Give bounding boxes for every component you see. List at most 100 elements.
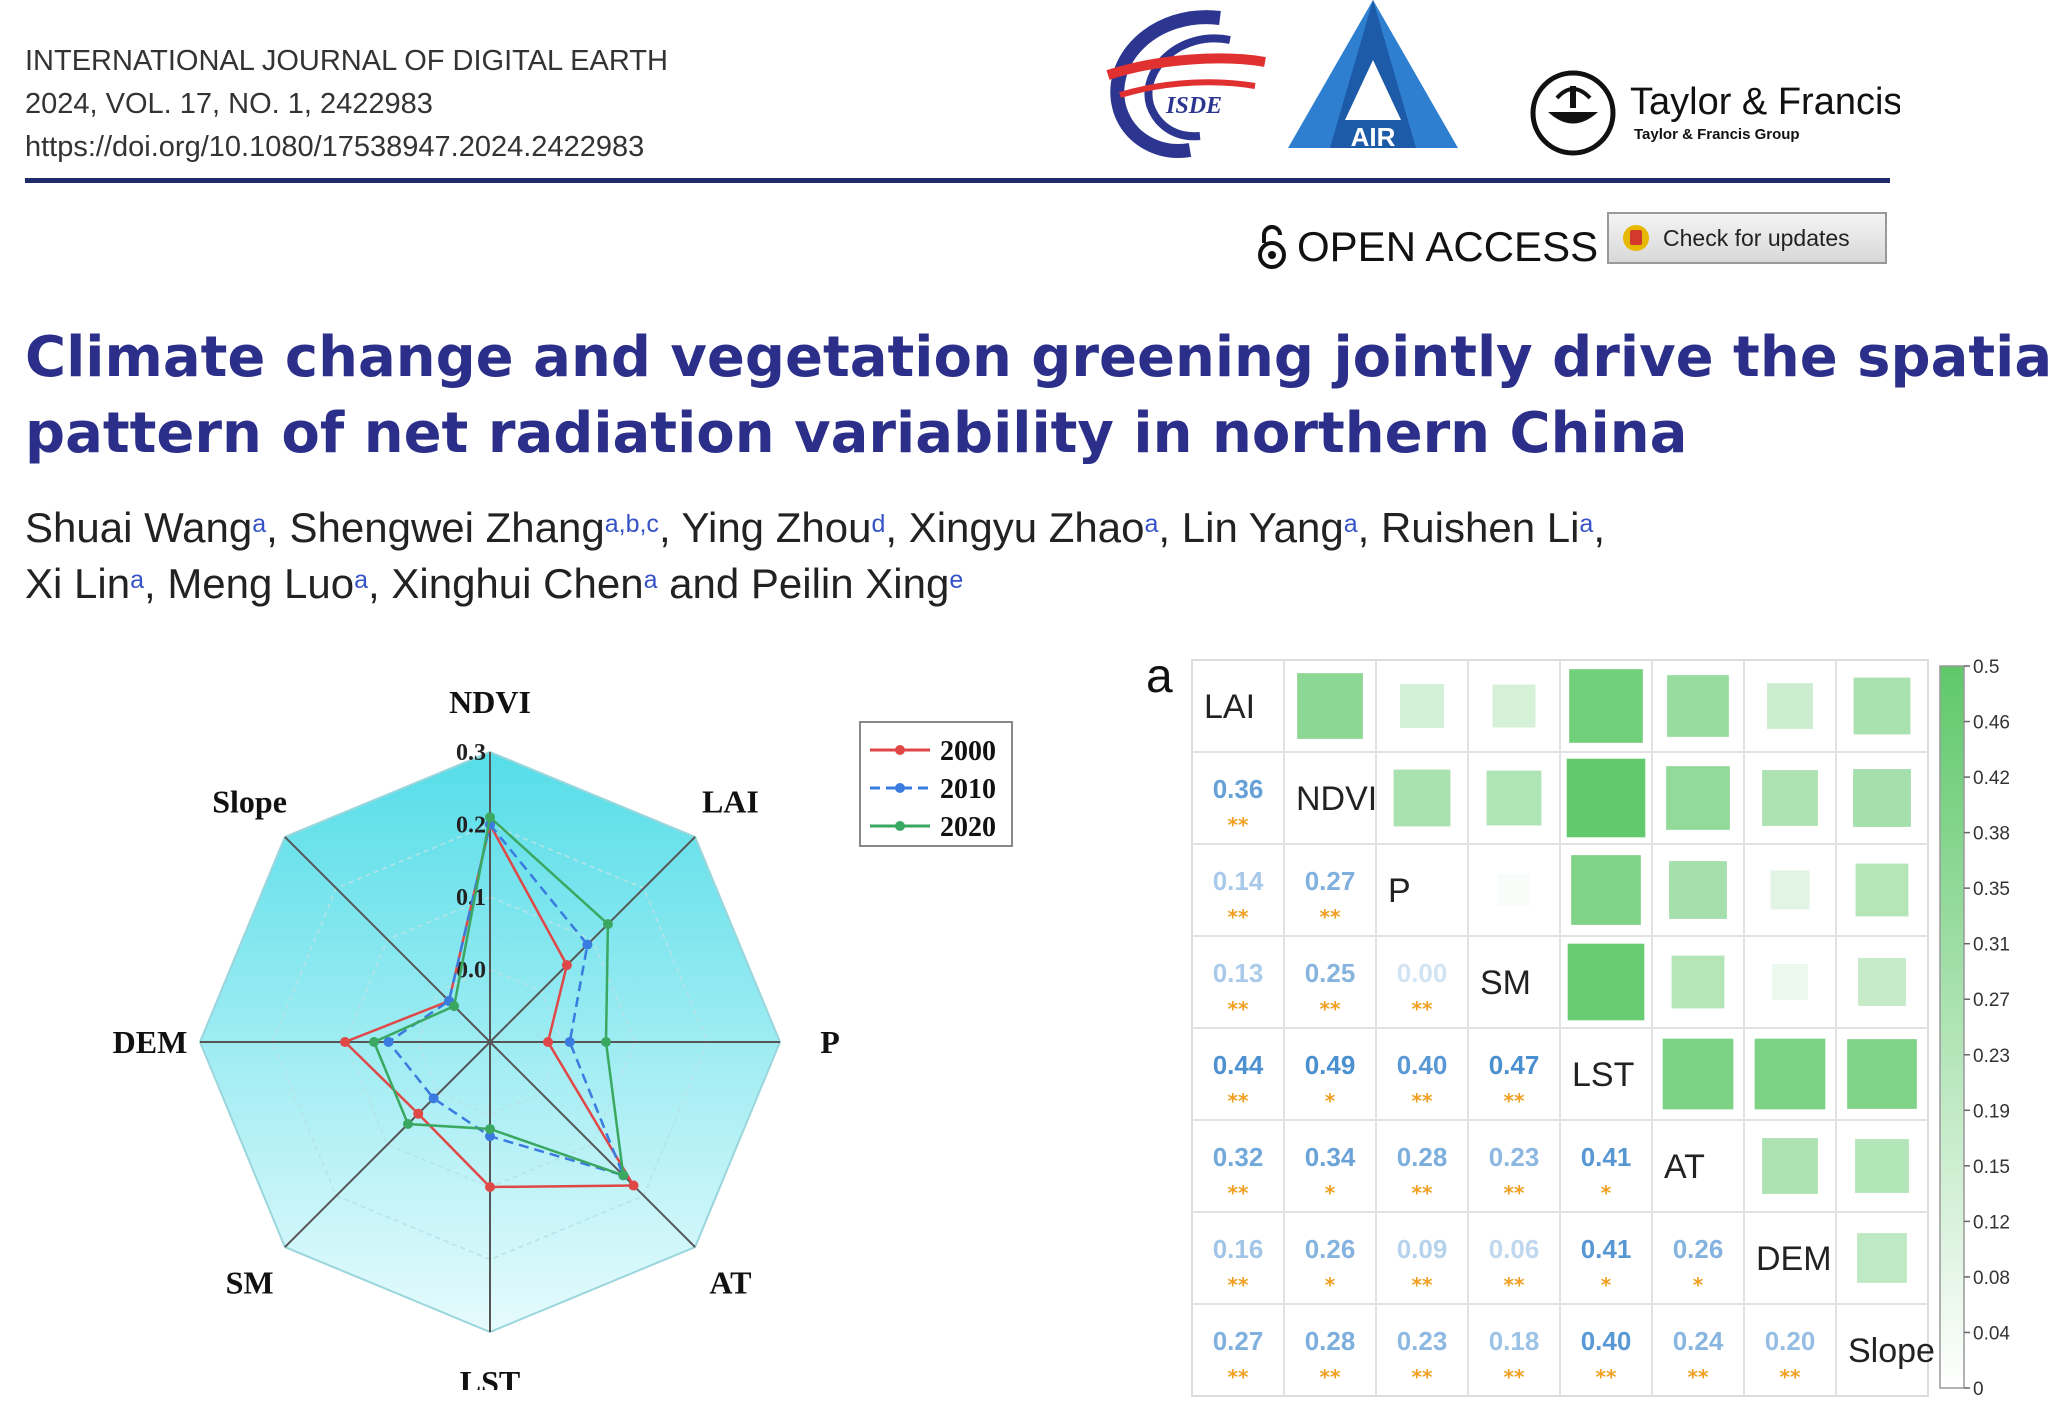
author-separator: and	[657, 560, 751, 607]
radar-point	[618, 1170, 629, 1181]
affiliation-marker[interactable]: d	[871, 510, 886, 538]
significance-marker: **	[1320, 905, 1341, 929]
correlation-square	[1858, 958, 1906, 1006]
author-name[interactable]: Xi Lin	[25, 560, 131, 607]
title-line: pattern of net radiation variability in …	[25, 401, 1688, 466]
affiliation-marker[interactable]: a	[130, 566, 144, 594]
correlation-square	[1754, 1038, 1826, 1110]
correlation-value: 0.14	[1213, 866, 1264, 896]
significance-marker: **	[1228, 1181, 1249, 1205]
author-name[interactable]: Peilin Xing	[750, 560, 950, 607]
correlation-value: 0.44	[1213, 1050, 1264, 1080]
affiliation-marker[interactable]: a	[354, 566, 369, 594]
open-access-label: OPEN ACCESS	[1297, 223, 1599, 270]
open-lock-icon	[1258, 225, 1286, 269]
radar-point	[340, 1037, 350, 1047]
check-updates-button[interactable]: Check for updates	[1607, 212, 1887, 264]
significance-marker: **	[1228, 997, 1249, 1021]
correlation-value: 0.41	[1581, 1142, 1632, 1172]
matrix-variable-label: LAI	[1204, 688, 1255, 726]
significance-marker: *	[1325, 1089, 1336, 1113]
significance-marker: **	[1228, 1089, 1249, 1113]
radar-point	[561, 960, 572, 971]
radar-spoke	[489, 1041, 696, 1248]
check-updates-label: Check for updates	[1663, 224, 1850, 251]
correlation-value: 0.27	[1213, 1326, 1264, 1356]
correlation-square	[1393, 769, 1451, 827]
correlation-square	[1847, 1039, 1917, 1109]
taylor-francis-logo[interactable]: Taylor & Francis Taylor & Francis Group	[1530, 70, 1900, 156]
affiliation-marker[interactable]: a	[643, 566, 658, 594]
affiliation-marker[interactable]: a	[1343, 510, 1358, 538]
publisher-logos: ISDE AIR Taylor & Francis Taylor & Franc…	[1106, 0, 1900, 158]
affiliation-marker[interactable]: a	[1579, 510, 1594, 538]
radar-point	[383, 1037, 394, 1047]
publisher-sub: Taylor & Francis Group	[1634, 126, 1800, 143]
panel-label: a	[1146, 650, 1173, 703]
affiliation-marker[interactable]: a	[1144, 510, 1159, 538]
isde-logo[interactable]: ISDE	[1106, 10, 1266, 158]
significance-marker: **	[1412, 997, 1433, 1021]
significance-marker: **	[1228, 813, 1249, 837]
radar-point	[582, 939, 593, 950]
author-name[interactable]: Ruishen Li	[1380, 504, 1580, 551]
correlation-square	[1772, 964, 1808, 1000]
author-name[interactable]: Shuai Wang	[25, 504, 253, 551]
radar-axis-label: AT	[709, 1264, 751, 1300]
correlation-value: 0.00	[1397, 958, 1448, 988]
correlation-square	[1662, 1038, 1734, 1110]
radar-spoke	[284, 1041, 491, 1248]
correlation-value: 0.16	[1213, 1234, 1264, 1264]
radar-grid-ring	[271, 823, 709, 1261]
correlation-value: 0.28	[1305, 1326, 1356, 1356]
colorbar-tick-label: 0.38	[1973, 824, 2010, 845]
author-name[interactable]: Ying Zhou	[681, 504, 872, 551]
colorbar-tick-label: 0	[1973, 1379, 1984, 1400]
correlation-square	[1669, 861, 1727, 919]
correlation-value: 0.34	[1305, 1142, 1356, 1172]
author-separator: ,	[266, 504, 290, 551]
correlation-square	[1855, 863, 1909, 917]
correlation-square	[1767, 683, 1813, 729]
doi-link[interactable]: https://doi.org/10.1080/17538947.2024.24…	[25, 131, 645, 163]
correlation-square	[1762, 770, 1818, 826]
air-logo[interactable]: AIR	[1288, 0, 1458, 152]
radar-point	[413, 1108, 424, 1119]
author-name[interactable]: Meng Luo	[167, 560, 355, 607]
author-name[interactable]: Lin Yang	[1181, 504, 1344, 551]
matrix-variable-label: P	[1388, 872, 1411, 910]
correlation-value: 0.28	[1397, 1142, 1448, 1172]
significance-marker: *	[1693, 1273, 1704, 1297]
legend-marker	[895, 821, 905, 831]
correlation-square	[1566, 758, 1646, 838]
author-separator: ,	[658, 504, 682, 551]
affiliation-marker[interactable]: e	[949, 566, 964, 594]
correlation-square	[1567, 943, 1645, 1021]
radar-axis-label: LAI	[702, 784, 759, 820]
journal-name: INTERNATIONAL JOURNAL OF DIGITAL EARTH	[25, 45, 668, 77]
legend-marker	[895, 745, 905, 755]
significance-marker: **	[1228, 1365, 1249, 1389]
journal-info: INTERNATIONAL JOURNAL OF DIGITAL EARTH 2…	[25, 40, 668, 169]
publisher-name: Taylor & Francis	[1630, 81, 1900, 123]
significance-marker: *	[1325, 1273, 1336, 1297]
affiliation-marker[interactable]: a,b,c	[604, 510, 659, 538]
correlation-square	[1853, 677, 1911, 735]
significance-marker: **	[1412, 1181, 1433, 1205]
author-name[interactable]: Xinghui Chen	[391, 560, 644, 607]
radar-point	[485, 1182, 495, 1192]
author-name[interactable]: Xingyu Zhao	[908, 504, 1145, 551]
radar-point	[564, 1037, 575, 1047]
radar-axis-label: LST	[460, 1364, 520, 1390]
colorbar-tick-label: 0.42	[1973, 768, 2010, 789]
volume-line: 2024, VOL. 17, NO. 1, 2422983	[25, 88, 433, 120]
author-name[interactable]: Shengwei Zhang	[289, 504, 605, 551]
correlation-value: 0.09	[1397, 1234, 1448, 1264]
correlation-square	[1569, 669, 1643, 743]
affiliation-marker[interactable]: a	[252, 510, 267, 538]
author-separator: ,	[885, 504, 909, 551]
radar-point	[485, 1124, 495, 1134]
legend-label: 2010	[940, 774, 996, 805]
radar-point	[369, 1037, 379, 1047]
